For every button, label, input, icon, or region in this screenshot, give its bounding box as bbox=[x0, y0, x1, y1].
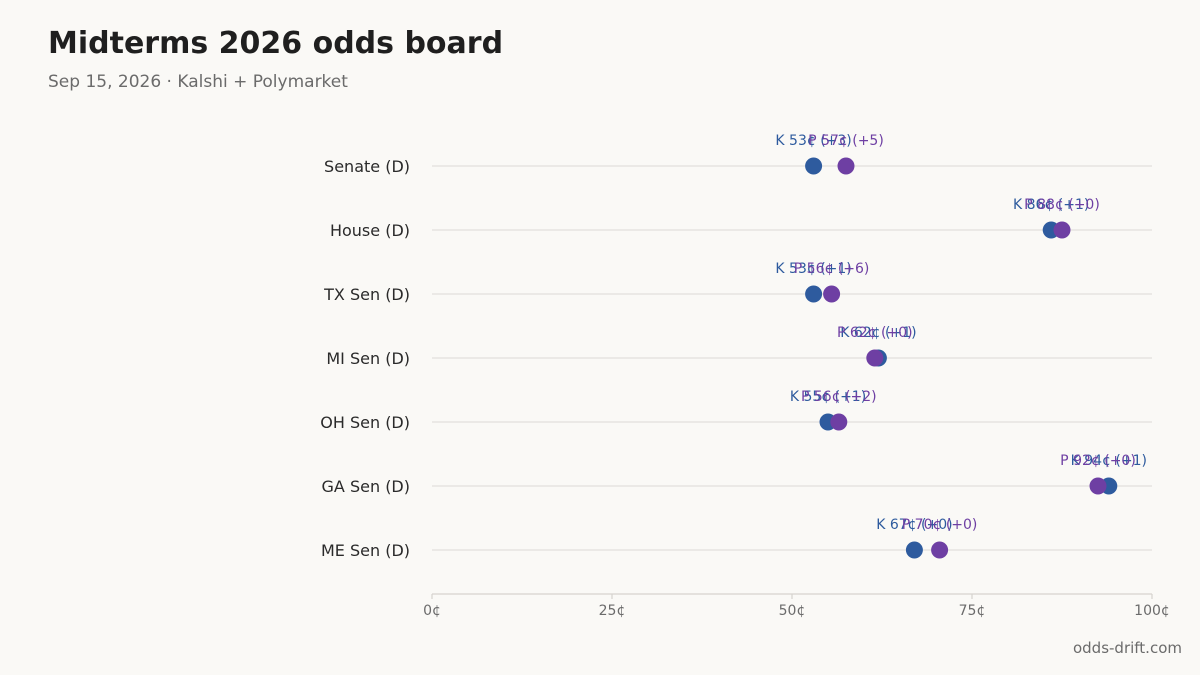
kalshi-data-label: K 86¢ (+1) bbox=[1013, 197, 1089, 213]
polymarket-dot bbox=[823, 285, 841, 303]
polymarket-dot bbox=[866, 349, 884, 367]
chart-subtitle: Sep 15, 2026 · Kalshi + Polymarket bbox=[48, 72, 348, 92]
polymarket-dot bbox=[830, 413, 848, 431]
polymarket-data-label: P 57¢ (+5) bbox=[808, 133, 884, 149]
x-axis: 0¢ 25¢ 50¢ 75¢ 100¢ bbox=[423, 593, 1170, 619]
row-label: TX Sen (D) bbox=[323, 285, 410, 304]
polymarket-data-label: P 70¢ (+0) bbox=[902, 517, 978, 533]
data-points bbox=[805, 157, 1118, 559]
row-label: ME Sen (D) bbox=[321, 541, 410, 560]
row-label: House (D) bbox=[330, 221, 410, 240]
grid-lines bbox=[432, 165, 1152, 551]
kalshi-data-label: K 53¢ (+1) bbox=[775, 261, 851, 277]
kalshi-data-label: K 55¢ (+1) bbox=[790, 389, 866, 405]
row-label: Senate (D) bbox=[324, 157, 410, 176]
kalshi-dot bbox=[905, 541, 923, 559]
polymarket-dot bbox=[1089, 477, 1107, 495]
row-label: GA Sen (D) bbox=[322, 477, 410, 496]
x-tick-label: 25¢ bbox=[599, 603, 626, 619]
polymarket-data-label: P 92¢ (+0) bbox=[1060, 453, 1136, 469]
kalshi-data-label: K 94¢ (+1) bbox=[1071, 453, 1147, 469]
data-labels: K 53¢ (+3) K 86¢ (+1) K 53¢ (+1) K 62¢ (+1)… bbox=[775, 133, 1147, 533]
polymarket-dot bbox=[931, 541, 949, 559]
row-label: MI Sen (D) bbox=[326, 349, 410, 368]
polymarket-data-label: P 56¢ (+6) bbox=[794, 261, 870, 277]
x-tick-label: 100¢ bbox=[1134, 603, 1170, 619]
kalshi-dot bbox=[805, 157, 823, 175]
polymarket-data-label: P 62¢ (+0) bbox=[837, 325, 913, 341]
kalshi-data-label: K 53¢ (+3) bbox=[775, 133, 851, 149]
polymarket-data-label: P 56¢ (+2) bbox=[801, 389, 877, 405]
polymarket-data-label: P 88¢ (+0) bbox=[1024, 197, 1100, 213]
row-labels: Senate (D) House (D) TX Sen (D) MI Sen (D) O… bbox=[320, 157, 410, 560]
kalshi-dot bbox=[805, 285, 823, 303]
x-tick-label: 0¢ bbox=[423, 603, 441, 619]
source-credit: odds-drift.com bbox=[1072, 639, 1182, 657]
row-label: OH Sen (D) bbox=[320, 413, 410, 432]
polymarket-dot bbox=[1053, 221, 1071, 239]
x-tick-label: 75¢ bbox=[959, 603, 986, 619]
kalshi-data-label: K 67¢ (+0) bbox=[876, 517, 952, 533]
chart-title: Midterms 2026 odds board bbox=[48, 26, 504, 61]
polymarket-dot bbox=[837, 157, 855, 175]
kalshi-data-label: K 62¢ (+1) bbox=[840, 325, 916, 341]
x-tick-label: 50¢ bbox=[779, 603, 806, 619]
